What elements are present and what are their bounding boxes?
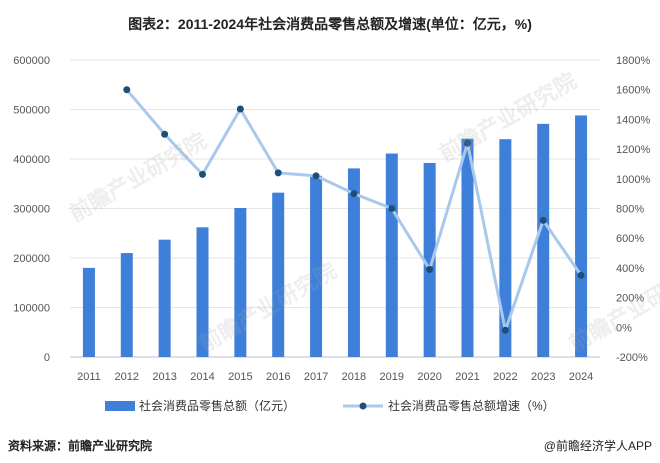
- x-tick-label: 2020: [417, 371, 441, 383]
- y-left-tick-label: 400000: [13, 154, 50, 166]
- source-label: 资料来源：前瞻产业研究院: [8, 439, 153, 453]
- line-point: [161, 130, 169, 138]
- x-tick-label: 2016: [266, 371, 290, 383]
- y-right-tick-label: 1600%: [616, 85, 650, 97]
- bar: [234, 208, 247, 357]
- y-right-tick-label: 0%: [616, 322, 632, 334]
- x-tick-label: 2011: [77, 371, 101, 383]
- x-axis: 2011 2012 2013 2014 2015 2016 2017 2018 2019 2020…: [77, 371, 593, 383]
- y-left-tick-label: 0: [44, 352, 50, 364]
- x-tick-label: 2017: [304, 371, 328, 383]
- y-right-tick-label: 200%: [616, 293, 644, 305]
- bar: [82, 267, 95, 357]
- left-axis: 0 100000 200000 300000 400000 500000 600000: [13, 55, 600, 364]
- legend-bar-label: 社会消费品零售总额（亿元）: [139, 398, 295, 413]
- y-right-tick-label: 600%: [616, 233, 644, 245]
- brand-label: @前瞻经济学人APP: [543, 439, 652, 453]
- right-axis: -200% 0% 200% 400% 600% 800% 1000% 1200% 1400% 16…: [616, 55, 650, 364]
- x-tick-label: 2014: [190, 371, 214, 383]
- y-left-tick-label: 300000: [13, 204, 50, 216]
- bar: [158, 239, 171, 357]
- line-point: [464, 139, 471, 147]
- line-point: [426, 265, 434, 273]
- bar: [120, 253, 133, 357]
- bar: [310, 175, 323, 357]
- legend-bar-swatch: [105, 401, 135, 411]
- x-tick-label: 2012: [115, 371, 139, 383]
- bar: [537, 123, 550, 357]
- bar: [347, 168, 360, 357]
- line-point: [274, 169, 282, 177]
- y-right-tick-label: 400%: [616, 263, 644, 275]
- x-tick-label: 2018: [342, 371, 366, 383]
- y-right-tick-label: 1400%: [616, 114, 650, 126]
- x-tick-label: 2021: [455, 371, 479, 383]
- legend: 社会消费品零售总额（亿元） 社会消费品零售总额增速（%）: [105, 398, 555, 413]
- bar: [385, 153, 398, 357]
- y-left-tick-label: 200000: [13, 253, 50, 265]
- line-point: [539, 216, 547, 224]
- bar-series: [82, 115, 588, 357]
- bar: [196, 227, 209, 357]
- bar: [575, 115, 588, 357]
- line-point: [501, 326, 509, 334]
- x-tick-label: 2019: [380, 371, 404, 383]
- y-left-tick-label: 500000: [13, 105, 50, 117]
- y-right-tick-label: 1800%: [616, 55, 650, 67]
- line-point: [388, 205, 396, 212]
- y-left-tick-label: 100000: [13, 303, 50, 315]
- line-point: [577, 271, 585, 279]
- legend-line-marker: [359, 402, 367, 410]
- x-tick-label: 2023: [531, 371, 555, 383]
- y-right-tick-label: 1200%: [616, 144, 650, 156]
- line-point: [312, 172, 320, 180]
- line-point: [236, 105, 244, 113]
- y-right-tick-label: 800%: [616, 204, 644, 216]
- line-point: [123, 86, 131, 94]
- bar: [423, 162, 436, 357]
- y-right-tick-label: 1000%: [616, 174, 650, 186]
- x-tick-label: 2013: [152, 371, 176, 383]
- legend-line-label: 社会消费品零售总额增速（%）: [388, 398, 555, 413]
- y-left-tick-label: 600000: [13, 55, 50, 67]
- chart-title: 图表2：2011-2024年社会消费品零售总额及增速(单位：亿元，%): [128, 16, 532, 32]
- x-tick-label: 2024: [569, 371, 593, 383]
- line-point: [350, 190, 358, 198]
- x-tick-label: 2015: [228, 371, 252, 383]
- bar: [461, 138, 474, 357]
- line-series: [123, 86, 585, 334]
- x-tick-label: 2022: [493, 371, 517, 383]
- y-right-tick-label: -200%: [616, 352, 648, 364]
- bar: [499, 139, 512, 357]
- line-point: [199, 170, 206, 178]
- bar: [272, 192, 285, 357]
